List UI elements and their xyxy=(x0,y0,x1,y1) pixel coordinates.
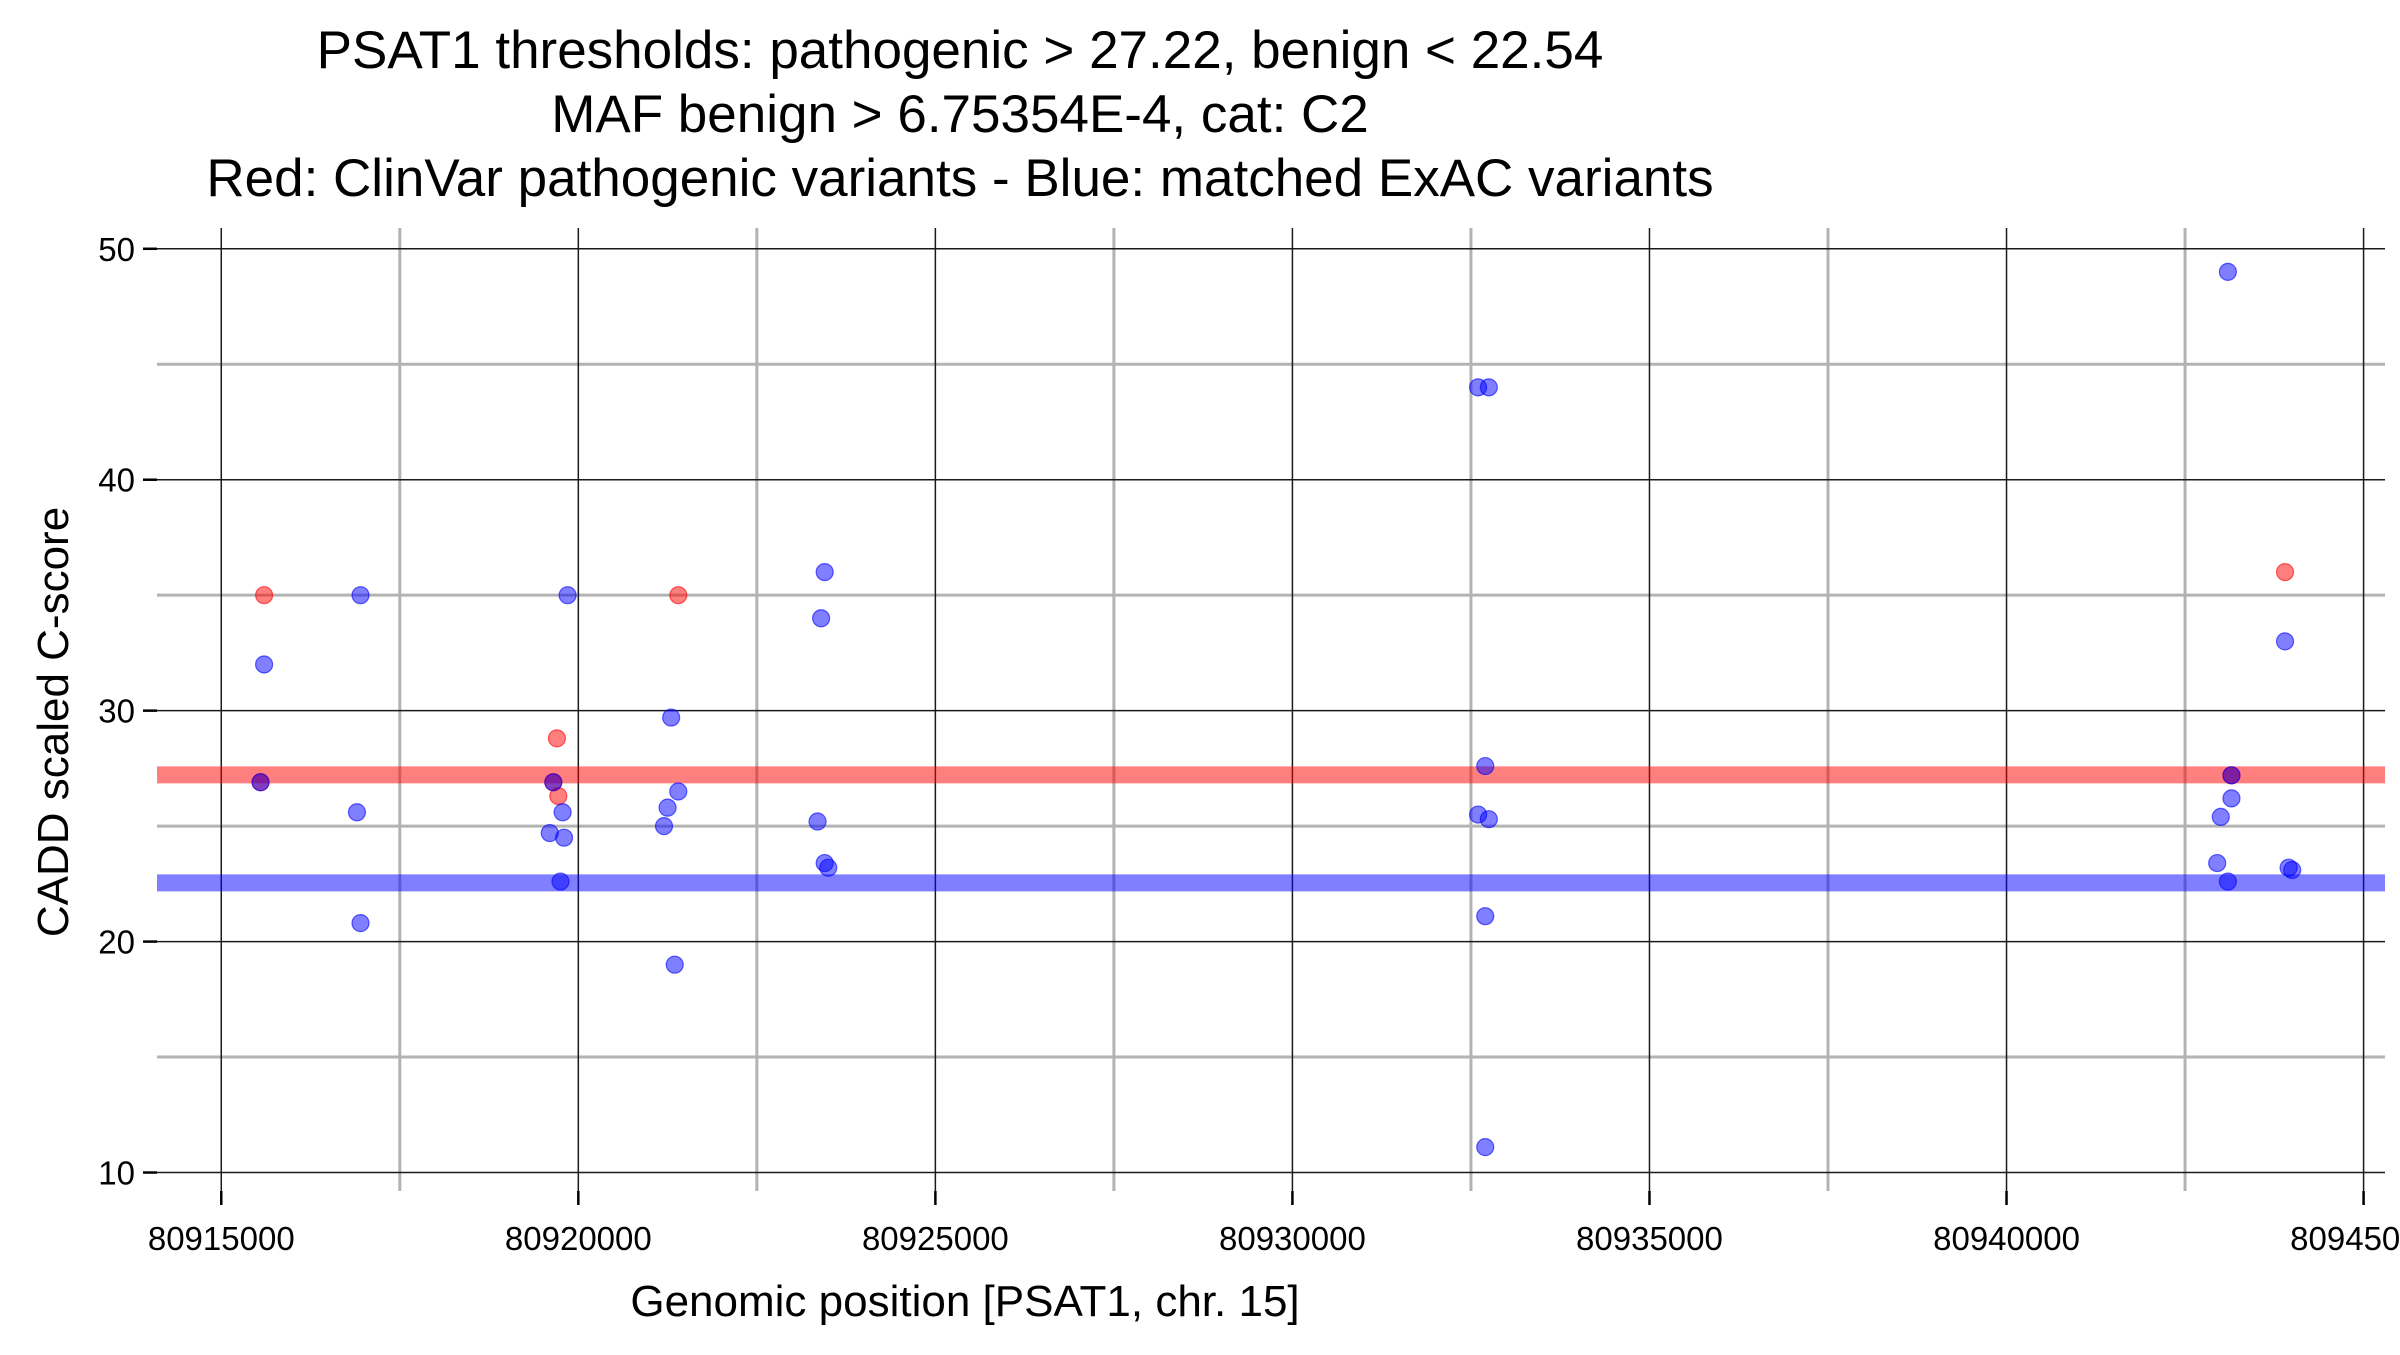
chart-title: PSAT1 thresholds: pathogenic > 27.22, be… xyxy=(206,21,1713,208)
data-point xyxy=(2222,766,2241,785)
data-point xyxy=(812,609,831,628)
data-point xyxy=(2218,262,2237,281)
data-point xyxy=(2222,789,2241,808)
x-tick-label: 80940000 xyxy=(1933,1220,2080,1257)
data-point xyxy=(558,586,577,605)
data-point xyxy=(347,803,367,822)
x-tick-label: 80925000 xyxy=(862,1220,1009,1257)
data-point xyxy=(819,858,838,877)
data-point xyxy=(351,914,370,933)
y-tick-label: 40 xyxy=(98,462,135,499)
data-point xyxy=(665,955,684,974)
data-point xyxy=(554,828,574,847)
data-point xyxy=(2218,872,2237,891)
data-point xyxy=(658,798,677,817)
data-point xyxy=(255,655,274,674)
data-point xyxy=(255,586,274,605)
x-tick-label: 80930000 xyxy=(1219,1220,1366,1257)
data-point xyxy=(1476,1138,1495,1157)
y-tick-label: 20 xyxy=(98,924,135,961)
x-tick-label: 80945000 xyxy=(2290,1220,2400,1257)
data-point xyxy=(669,782,688,801)
data-point xyxy=(351,586,370,605)
data-point xyxy=(2275,562,2295,582)
data-point xyxy=(2283,860,2302,880)
data-points xyxy=(251,262,2302,1157)
data-point xyxy=(1479,810,1498,829)
threshold-lines xyxy=(157,766,2385,892)
grid xyxy=(157,228,2385,1191)
data-point xyxy=(662,708,681,727)
data-point xyxy=(808,812,827,831)
data-point xyxy=(1476,907,1495,926)
y-tick-label: 10 xyxy=(98,1155,135,1192)
axes: 10 20 30 40 50 80915000 80920000 80925000 809300… xyxy=(98,231,2400,1257)
data-point xyxy=(2208,853,2227,873)
data-point xyxy=(669,586,688,605)
data-point xyxy=(547,729,566,748)
chart-title-line-2: MAF benign > 6.75354E-4, cat: C2 xyxy=(551,85,1369,144)
chart-title-line-3: Red: ClinVar pathogenic variants - Blue:… xyxy=(206,149,1713,208)
x-axis-label: Genomic position [PSAT1, chr. 15] xyxy=(630,1277,1299,1326)
data-point xyxy=(654,817,674,836)
data-point xyxy=(553,803,572,822)
data-point xyxy=(551,872,570,891)
x-tick-label: 80915000 xyxy=(148,1220,295,1257)
data-point xyxy=(544,773,563,792)
data-point xyxy=(1479,378,1498,397)
x-tick-label: 80920000 xyxy=(505,1220,652,1257)
data-point xyxy=(1476,756,1495,776)
data-point xyxy=(2275,632,2295,651)
data-point xyxy=(251,773,270,792)
y-axis-label: CADD scaled C-score xyxy=(29,507,78,937)
x-tick-label: 80935000 xyxy=(1576,1220,1723,1257)
y-tick-label: 30 xyxy=(98,693,135,730)
y-tick-label: 50 xyxy=(98,231,135,268)
chart-title-line-1: PSAT1 thresholds: pathogenic > 27.22, be… xyxy=(317,21,1604,80)
data-point xyxy=(2211,807,2230,826)
data-point xyxy=(815,562,834,582)
